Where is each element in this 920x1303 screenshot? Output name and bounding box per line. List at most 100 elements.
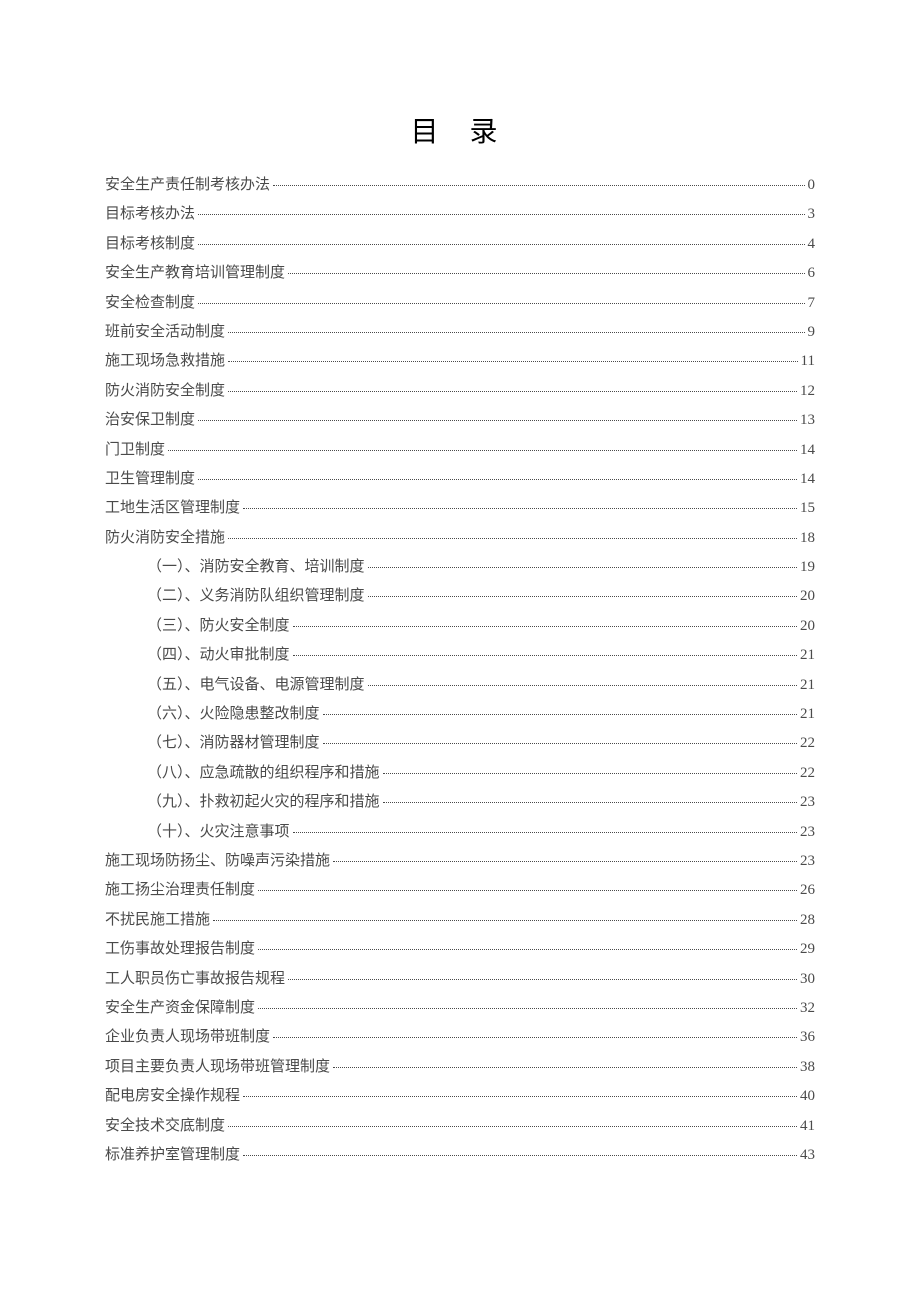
toc-entry-text: 施工现场急救措施 [105,354,225,369]
toc-entry: 施工现场急救措施 11 [105,354,815,369]
toc-leader-dots [258,890,797,891]
toc-entry-page: 0 [808,178,816,193]
toc-leader-dots [198,303,804,304]
toc-leader-dots [243,1155,797,1156]
toc-entry-page: 30 [800,972,815,987]
toc-entry: 防火消防安全制度12 [105,384,815,399]
toc-entry-text: （十）、火灾注意事项 [147,825,290,840]
toc-leader-dots [198,420,797,421]
toc-entry-text: 卫生管理制度 [105,472,195,487]
toc-leader-dots [228,391,797,392]
toc-entry-text: 施工扬尘治理责任制度 [105,883,255,898]
toc-entry-text: 施工现场防扬尘、防噪声污染措施 [105,854,330,869]
toc-leader-dots [228,332,804,333]
toc-entry-page: 40 [800,1089,815,1104]
toc-entry-page: 23 [800,795,815,810]
toc-entry: 目标考核制度4 [105,237,815,252]
toc-entry: 班前安全活动制度9 [105,325,815,340]
toc-entry-page: 21 [800,707,815,722]
toc-leader-dots [228,1126,797,1127]
toc-leader-dots [198,479,797,480]
toc-entry-page: 41 [800,1119,815,1134]
toc-entry: （九）、扑救初起火灾的程序和措施 23 [105,795,815,810]
toc-entry: 标准养护室管理制度43 [105,1148,815,1163]
toc-entry-page: 18 [800,531,815,546]
toc-leader-dots [293,626,797,627]
toc-leader-dots [228,361,798,362]
toc-entry-page: 22 [800,736,815,751]
toc-entry: 安全生产教育培训管理制度 6 [105,266,815,281]
toc-entry-page: 14 [800,472,815,487]
toc-entry-text: 安全生产教育培训管理制度 [105,266,285,281]
toc-entry-text: （二）、义务消防队组织管理制度 [147,589,365,604]
toc-leader-dots [243,1096,797,1097]
toc-entry: 施工现场防扬尘、防噪声污染措施 23 [105,854,815,869]
toc-leader-dots [293,832,797,833]
toc-entry: 工伤事故处理报告制度29 [105,942,815,957]
toc-entry-text: （四）、动火审批制度 [147,648,290,663]
toc-leader-dots [368,596,797,597]
toc-entry: 项目主要负责人现场带班管理制度 38 [105,1060,815,1075]
toc-leader-dots [273,185,804,186]
toc-entry-page: 20 [800,619,815,634]
toc-entry-page: 15 [800,501,815,516]
toc-entry-text: （六）、火险隐患整改制度 [147,707,320,722]
toc-entry: 安全生产责任制考核办法0 [105,178,815,193]
toc-entry-text: （八）、应急疏散的组织程序和措施 [147,766,380,781]
toc-entry-page: 6 [808,266,816,281]
toc-entry-text: 班前安全活动制度 [105,325,225,340]
toc-entry: 目标考核办法3 [105,207,815,222]
toc-entry: （四）、动火审批制度21 [105,648,815,663]
toc-leader-dots [383,773,797,774]
toc-list: 安全生产责任制考核办法0目标考核办法3目标考核制度4安全生产教育培训管理制度6安… [105,178,815,1163]
toc-entry-page: 32 [800,1001,815,1016]
toc-entry-text: （九）、扑救初起火灾的程序和措施 [147,795,380,810]
toc-entry-text: （五）、电气设备、电源管理制度 [147,678,365,693]
toc-leader-dots [323,743,797,744]
toc-entry-text: 安全技术交底制度 [105,1119,225,1134]
toc-leader-dots [228,538,797,539]
toc-entry-text: 工伤事故处理报告制度 [105,942,255,957]
toc-entry-page: 21 [800,678,815,693]
toc-leader-dots [258,949,797,950]
toc-entry-page: 38 [800,1060,815,1075]
toc-entry: 安全生产资金保障制度 32 [105,1001,815,1016]
toc-entry-text: 工地生活区管理制度 [105,501,240,516]
toc-entry-page: 4 [808,237,816,252]
toc-title: 目 录 [105,110,815,150]
toc-entry-text: 目标考核办法 [105,207,195,222]
toc-entry: （十）、火灾注意事项 23 [105,825,815,840]
toc-entry: 施工扬尘治理责任制度 26 [105,883,815,898]
toc-leader-dots [213,920,797,921]
toc-entry-text: 不扰民施工措施 [105,913,210,928]
toc-entry-page: 23 [800,854,815,869]
toc-entry-text: （三）、防火安全制度 [147,619,290,634]
toc-entry-page: 28 [800,913,815,928]
toc-leader-dots [273,1037,797,1038]
toc-leader-dots [198,244,804,245]
toc-leader-dots [368,685,797,686]
toc-entry: 工人职员伤亡事故报告规程30 [105,972,815,987]
toc-entry: 门卫制度14 [105,443,815,458]
toc-entry-text: 安全生产资金保障制度 [105,1001,255,1016]
toc-entry-page: 23 [800,825,815,840]
toc-leader-dots [258,1008,797,1009]
toc-entry-page: 12 [800,384,815,399]
toc-entry-page: 11 [801,354,815,369]
toc-entry: （五）、电气设备、电源管理制度 21 [105,678,815,693]
toc-entry-page: 20 [800,589,815,604]
toc-entry: （七）、消防器材管理制度22 [105,736,815,751]
toc-leader-dots [333,1067,797,1068]
toc-entry-text: 项目主要负责人现场带班管理制度 [105,1060,330,1075]
toc-entry-page: 26 [800,883,815,898]
toc-entry-page: 22 [800,766,815,781]
toc-leader-dots [288,979,797,980]
toc-leader-dots [198,214,804,215]
toc-entry-text: （一）、消防安全教育、培训制度 [147,560,365,575]
toc-entry: （八）、应急疏散的组织程序和措施 22 [105,766,815,781]
toc-entry-page: 7 [808,296,816,311]
toc-leader-dots [368,567,797,568]
toc-entry-text: 防火消防安全措施 [105,531,225,546]
toc-entry-page: 43 [800,1148,815,1163]
toc-entry-text: 企业负责人现场带班制度 [105,1030,270,1045]
